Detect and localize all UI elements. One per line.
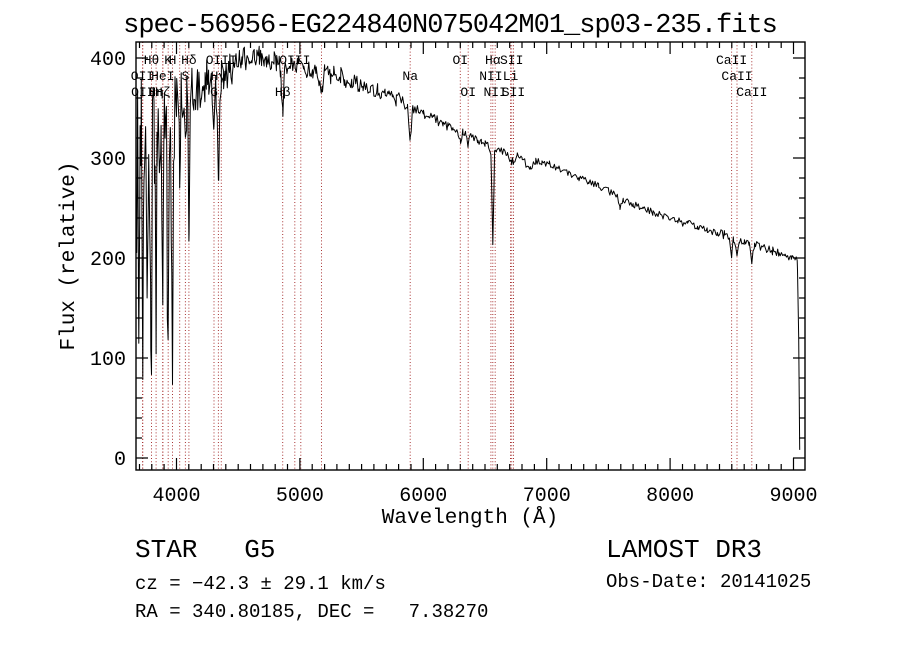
axis-ticks	[136, 42, 805, 470]
y-tick-label: 0	[114, 449, 126, 472]
y-tick-label: 400	[90, 49, 126, 72]
x-tick-label: 6000	[399, 485, 447, 508]
spectral-line-label: OI	[460, 85, 476, 100]
x-tick-label: 8000	[646, 485, 694, 508]
spectral-line-label: CaII	[716, 53, 747, 68]
spectral-line-label: OII	[131, 85, 154, 100]
y-tick-label: 300	[90, 149, 126, 172]
spectral-line-label: OI	[452, 53, 468, 68]
spectral-line-label: HeI	[151, 69, 174, 84]
spectral-line-label: Hζ	[155, 85, 171, 100]
classification-text: STAR G5	[135, 535, 276, 565]
spectral-line-label: Hγ	[211, 69, 227, 84]
y-tick-label: 100	[90, 349, 126, 372]
x-tick-label: 7000	[523, 485, 571, 508]
spectral-line-label: CaII	[736, 85, 767, 100]
spectral-line-label: S	[181, 69, 189, 84]
spectral-line-label: NII	[479, 69, 502, 84]
survey-release-text: LAMOST DR3	[606, 535, 763, 565]
spectral-line-label: CaII	[721, 69, 752, 84]
plot-title: spec-56956-EG224840N075042M01_sp03-235.f…	[123, 11, 778, 41]
radial-velocity-text: cz = −42.3 ± 29.1 km/s	[135, 573, 386, 595]
spectral-line-label: SII	[500, 53, 523, 68]
spectral-line-label: NII	[483, 85, 506, 100]
plot-frame	[135, 41, 806, 471]
spectral-line-label: Hβ	[275, 85, 291, 100]
spectral-line-label: Hα	[485, 53, 501, 68]
ra-dec-text: RA = 340.80185, DEC = 7.38270	[135, 601, 489, 623]
spectrum-curve	[135, 45, 801, 450]
spectral-line-label: H	[169, 53, 177, 68]
spectral-line-label: G	[210, 85, 218, 100]
spectral-line-label: Hη	[148, 85, 164, 100]
spectral-line-label: Na	[402, 69, 418, 84]
x-axis-label: Wavelength (Å)	[381, 507, 559, 530]
spectral-line-label: SII	[502, 85, 525, 100]
spectral-line-label: Li	[503, 69, 519, 84]
x-tick-label: 5000	[276, 485, 324, 508]
y-tick-label: 200	[90, 249, 126, 272]
x-tick-label: 9000	[769, 485, 817, 508]
spectral-line-label: Hδ	[181, 53, 197, 68]
obs-date-text: Obs-Date: 20141025	[606, 571, 812, 593]
x-tick-label: 4000	[152, 485, 200, 508]
spectral-line-label: K	[164, 53, 172, 68]
spectral-line-label: Hθ	[144, 53, 160, 68]
